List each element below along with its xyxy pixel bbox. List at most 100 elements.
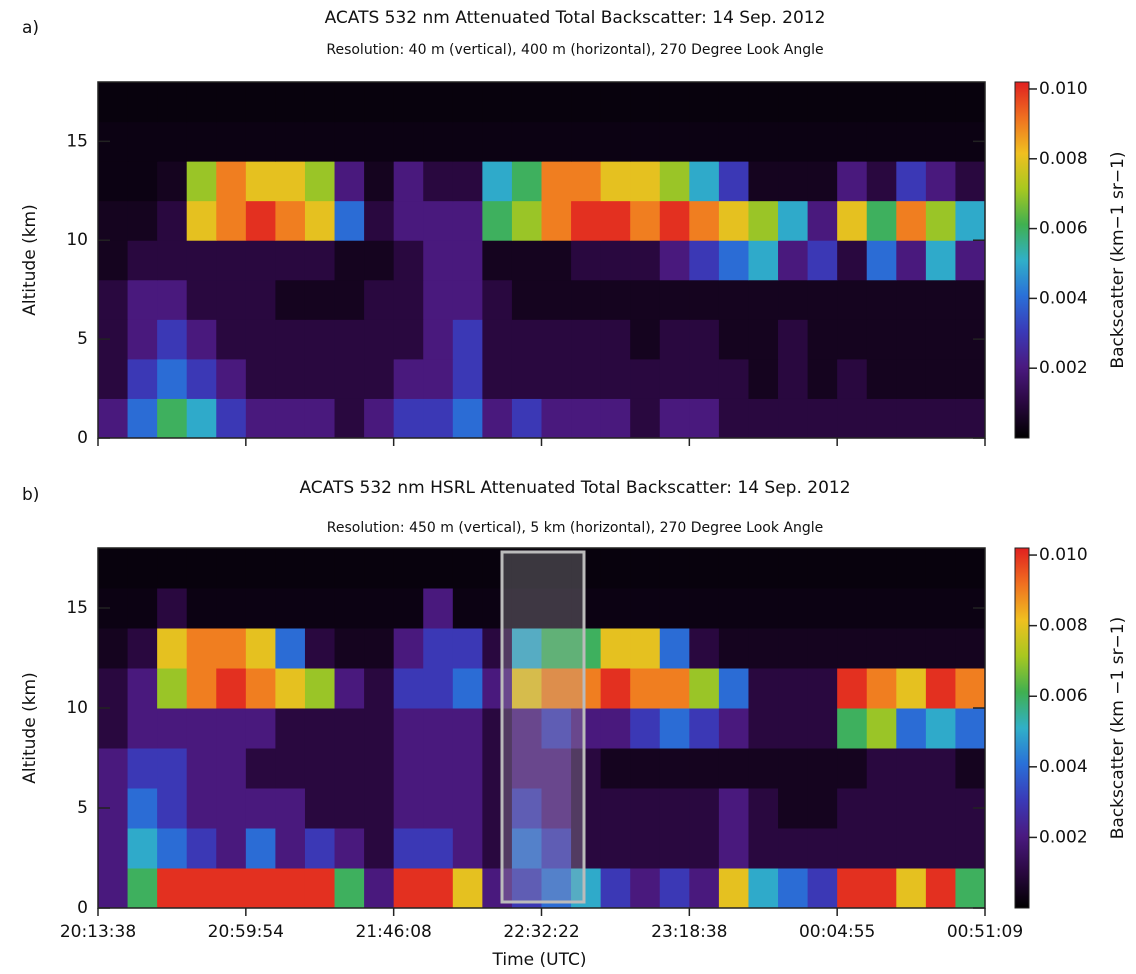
heatmap-cell <box>393 358 424 399</box>
heatmap-cell <box>630 279 661 320</box>
heatmap-cell <box>216 868 247 909</box>
heatmap-cell <box>630 668 661 709</box>
heatmap-cell <box>896 708 927 749</box>
x-tick-label: 00:51:09 <box>947 922 1023 942</box>
heatmap-cell <box>571 200 602 241</box>
heatmap-cell <box>393 708 424 749</box>
heatmap-cell <box>866 279 897 320</box>
heatmap-cell <box>216 82 247 123</box>
heatmap-cell <box>216 161 247 202</box>
heatmap-cell <box>689 161 720 202</box>
heatmap-cell <box>807 548 838 589</box>
heatmap-cell <box>600 398 631 439</box>
heatmap-cell <box>393 161 424 202</box>
heatmap-cell <box>334 398 365 439</box>
heatmap-cell <box>718 668 749 709</box>
y-tick-label: 5 <box>77 798 88 818</box>
heatmap-cell <box>955 358 986 399</box>
heatmap-cell <box>245 398 276 439</box>
heatmap-cell <box>186 588 217 629</box>
heatmap-cell <box>216 358 247 399</box>
heatmap-cell <box>364 240 395 281</box>
heatmap-cell <box>216 828 247 869</box>
heatmap-cell <box>778 398 809 439</box>
heatmap-cell <box>837 868 868 909</box>
heatmap-cell <box>393 319 424 360</box>
heatmap-cell <box>482 82 513 123</box>
heatmap-cell <box>718 279 749 320</box>
heatmap-cell <box>837 828 868 869</box>
heatmap-cell <box>630 161 661 202</box>
heatmap-cell <box>807 668 838 709</box>
heatmap-cell <box>127 868 158 909</box>
heatmap-cell <box>127 788 158 829</box>
heatmap-cell <box>659 358 690 399</box>
heatmap-cell <box>955 708 986 749</box>
heatmap-cell <box>245 748 276 789</box>
heatmap-cell <box>778 319 809 360</box>
heatmap-cell <box>778 748 809 789</box>
heatmap-cell <box>807 240 838 281</box>
heatmap-cell <box>866 240 897 281</box>
heatmap-cell <box>452 200 483 241</box>
heatmap-cell <box>896 398 927 439</box>
heatmap-cell <box>452 668 483 709</box>
heatmap-cell <box>896 240 927 281</box>
heatmap-cell <box>955 668 986 709</box>
heatmap-cell <box>571 161 602 202</box>
heatmap-cell <box>718 788 749 829</box>
heatmap-cell <box>896 748 927 789</box>
heatmap-cell <box>275 628 306 669</box>
heatmap-cell <box>452 121 483 162</box>
heatmap-cell <box>245 708 276 749</box>
heatmap-cell <box>511 319 542 360</box>
chart-subtitle: Resolution: 40 m (vertical), 400 m (hori… <box>326 42 823 58</box>
heatmap-cell <box>245 588 276 629</box>
heatmap-cell <box>482 398 513 439</box>
heatmap-cell <box>748 548 779 589</box>
heatmap-cell <box>896 279 927 320</box>
heatmap-cell <box>511 588 542 629</box>
heatmap-cell <box>600 279 631 320</box>
heatmap-cell <box>748 161 779 202</box>
heatmap-cell <box>511 668 542 709</box>
heatmap-cell <box>778 82 809 123</box>
heatmap-cell <box>571 708 602 749</box>
heatmap-cell <box>334 548 365 589</box>
heatmap-cell <box>600 588 631 629</box>
heatmap-cell <box>275 548 306 589</box>
heatmap-cell <box>925 82 956 123</box>
heatmap-cell <box>807 279 838 320</box>
heatmap-cell <box>157 161 188 202</box>
heatmap-cell <box>600 319 631 360</box>
heatmap-cell <box>807 708 838 749</box>
heatmap-cell <box>748 200 779 241</box>
heatmap-cell <box>364 398 395 439</box>
heatmap-cell <box>837 628 868 669</box>
heatmap-cell <box>393 548 424 589</box>
heatmap-cell <box>718 628 749 669</box>
heatmap-cell <box>423 200 454 241</box>
heatmap-cell <box>423 161 454 202</box>
heatmap-cell <box>216 788 247 829</box>
heatmap-cell <box>778 828 809 869</box>
heatmap-cell <box>393 200 424 241</box>
heatmap-cell <box>659 788 690 829</box>
heatmap-cell <box>778 279 809 320</box>
heatmap-cell <box>304 279 336 320</box>
heatmap-cell <box>925 788 956 829</box>
heatmap-cell <box>689 628 720 669</box>
heatmap-cell <box>955 398 986 439</box>
heatmap-cell <box>630 748 661 789</box>
heatmap-cell <box>157 82 188 123</box>
heatmap-cell <box>304 121 336 162</box>
x-tick-label: 00:04:55 <box>799 922 875 942</box>
heatmap-cell <box>157 200 188 241</box>
heatmap-cell <box>955 161 986 202</box>
heatmap-cell <box>866 708 897 749</box>
heatmap-cell <box>837 358 868 399</box>
heatmap-cell <box>393 398 424 439</box>
heatmap-cell <box>511 240 542 281</box>
heatmap-cell <box>925 628 956 669</box>
heatmap-cell <box>393 868 424 909</box>
